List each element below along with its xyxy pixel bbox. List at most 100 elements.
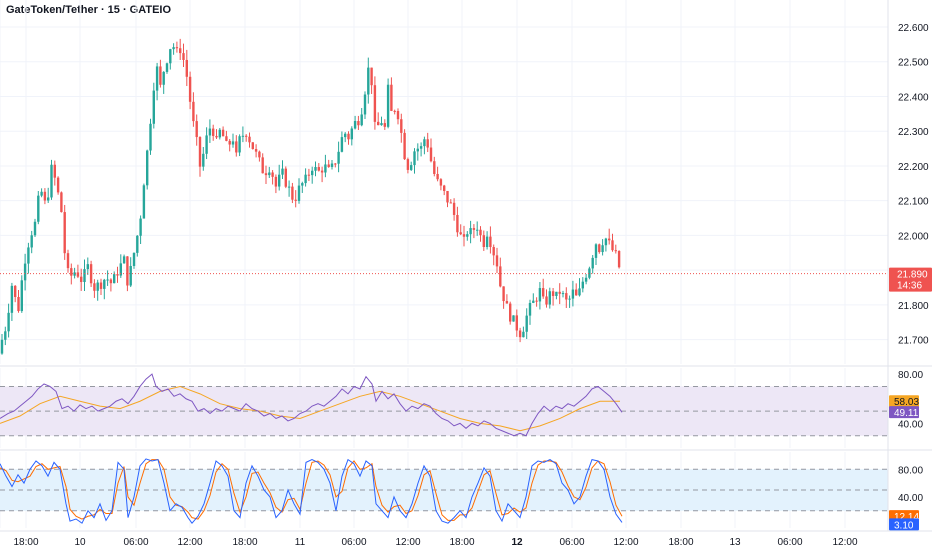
- last-price-label: 21.890: [897, 270, 928, 281]
- rsi-badge: [889, 406, 919, 419]
- candle-body: [502, 286, 505, 302]
- candle-body: [406, 159, 410, 170]
- candle-body: [317, 167, 320, 171]
- candle-body: [63, 212, 66, 254]
- candle-body: [27, 247, 30, 264]
- time-tick-label: 06:00: [341, 537, 366, 548]
- candle-body: [591, 257, 594, 269]
- rsi-value: 49.11: [894, 408, 919, 419]
- countdown-label: 14:36: [897, 281, 922, 292]
- time-tick-label: 06:00: [559, 537, 584, 548]
- last-price-badge: [889, 267, 932, 292]
- candle-body: [575, 289, 578, 296]
- candle-body: [608, 238, 611, 241]
- candle-body: [614, 250, 617, 252]
- candle-body: [452, 202, 456, 215]
- candle-body: [565, 293, 568, 300]
- candle-body: [357, 121, 360, 126]
- time-tick-label: 12:00: [832, 537, 857, 548]
- time-tick-label: 18:00: [668, 537, 693, 548]
- rsi-ma-value: 58.03: [894, 397, 919, 408]
- candle-body: [225, 136, 228, 141]
- candle-body: [60, 192, 63, 213]
- candle-body: [555, 291, 558, 296]
- price-tick-label: 22.500: [898, 58, 929, 69]
- candle-body: [311, 170, 314, 176]
- candle-body: [215, 135, 218, 138]
- time-tick-label: 06:00: [123, 537, 148, 548]
- candle-body: [386, 84, 390, 127]
- candle-body: [274, 176, 278, 187]
- candle-body: [14, 285, 17, 297]
- price-tick-label: 22.400: [898, 92, 929, 103]
- candle-body: [119, 263, 122, 276]
- stoch-k-line: [0, 458, 623, 524]
- candle-body: [80, 276, 83, 283]
- candle-body: [617, 250, 621, 268]
- candle-body: [578, 288, 581, 296]
- candle-body: [419, 146, 423, 149]
- candle-body: [472, 228, 476, 230]
- candle-body: [228, 140, 231, 145]
- candle-body: [449, 202, 452, 204]
- candle-body: [525, 315, 528, 332]
- candle-body: [479, 229, 482, 236]
- candle-body: [571, 289, 575, 299]
- candle-body: [469, 228, 472, 235]
- candle-body: [581, 281, 584, 289]
- stoch-k-badge: [889, 518, 919, 531]
- candle-body: [370, 67, 373, 86]
- rsi-tick-label: 40.00: [898, 419, 923, 430]
- candle-body: [47, 197, 50, 201]
- candle-body: [33, 221, 37, 236]
- candle-body: [489, 236, 492, 248]
- candle-body: [268, 172, 271, 176]
- time-tick-label: 18:00: [13, 537, 38, 548]
- candle-body: [116, 274, 119, 276]
- candle-body: [416, 148, 419, 152]
- candle-body: [443, 185, 446, 191]
- candle-body: [109, 279, 113, 284]
- candle-body: [400, 119, 403, 133]
- candle-body: [179, 48, 182, 54]
- price-tick-label: 22.600: [898, 23, 929, 34]
- candle-body: [380, 123, 383, 126]
- candle-body: [146, 150, 149, 186]
- candle-body: [261, 157, 264, 174]
- candle-body: [155, 66, 159, 91]
- candle-body: [106, 279, 109, 281]
- candle-body: [10, 285, 14, 313]
- candle-body: [73, 272, 76, 276]
- candle-body: [43, 191, 47, 201]
- candle-body: [495, 255, 499, 267]
- candle-body: [136, 235, 139, 253]
- candle-body: [89, 264, 93, 284]
- candle-body: [383, 123, 386, 127]
- rsi-ma-badge: [889, 395, 919, 408]
- candle-body: [152, 90, 155, 124]
- candle-body: [132, 252, 136, 266]
- candle-body: [558, 291, 561, 294]
- candle-body: [149, 123, 152, 151]
- candle-body: [377, 121, 380, 126]
- candle-body: [212, 128, 215, 136]
- candle-body: [320, 170, 324, 173]
- candle-body: [96, 282, 99, 291]
- candle-body: [126, 256, 129, 286]
- candle-body: [410, 165, 413, 170]
- candle-body: [535, 300, 538, 302]
- candle-body: [373, 85, 377, 122]
- candle-body: [221, 129, 225, 137]
- candle-body: [66, 253, 70, 269]
- candle-body: [198, 137, 202, 167]
- candle-body: [20, 280, 23, 312]
- candle-body: [50, 164, 53, 198]
- candle-body: [122, 256, 126, 264]
- candle-body: [512, 315, 515, 322]
- candle-body: [76, 272, 80, 277]
- time-tick-label: 18:00: [449, 537, 474, 548]
- candle-body: [538, 288, 542, 302]
- candle-body: [528, 302, 532, 316]
- candle-body: [56, 177, 60, 193]
